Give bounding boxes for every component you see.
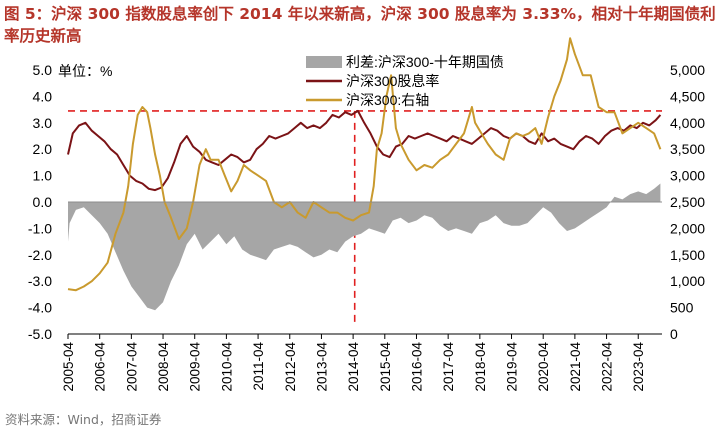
dividend-yield-line — [67, 109, 662, 192]
x-tick-label: 2010-04 — [219, 342, 234, 392]
right-tick-label: 4,500 — [670, 88, 705, 104]
right-tick-label: 2,500 — [670, 194, 705, 210]
x-tick-label: 2009-04 — [188, 342, 203, 392]
right-tick-label: 2,000 — [670, 220, 705, 236]
right-tick-label: 1,500 — [670, 247, 705, 263]
x-tick-label: 2006-04 — [93, 342, 108, 392]
left-tick-label: 2.0 — [33, 141, 53, 157]
left-tick-label: -4.0 — [28, 300, 52, 316]
left-tick-label: 3.0 — [33, 115, 53, 131]
left-tick-label: 5.0 — [33, 62, 53, 78]
reference-lines — [68, 110, 662, 326]
left-tick-label: -5.0 — [28, 326, 52, 342]
right-tick-label: 4,000 — [670, 115, 705, 131]
csi300-index-line — [67, 37, 662, 292]
right-tick-label: 0 — [670, 326, 678, 342]
x-tick-label: 2019-04 — [505, 342, 520, 392]
right-tick-label: 5,000 — [670, 62, 705, 78]
legend-csi300-label: 沪深300:右轴 — [346, 92, 429, 108]
right-tick-label: 3,500 — [670, 141, 705, 157]
left-tick-label: 4.0 — [33, 88, 53, 104]
legend-spread-label: 利差:沪深300-十年期国债 — [346, 54, 504, 70]
x-tick-label: 2017-04 — [441, 342, 456, 392]
x-tick-label: 2012-04 — [283, 342, 298, 392]
spread-area-layer — [68, 183, 661, 311]
right-tick-label: 500 — [670, 300, 694, 316]
x-tick-label: 2023-04 — [631, 342, 646, 392]
legend-dividend-yield-label: 沪深300股息率 — [346, 73, 439, 89]
x-tick-label: 2008-04 — [156, 342, 171, 392]
x-tick-label: 2011-04 — [251, 342, 266, 391]
spread-area-series — [68, 183, 661, 311]
x-tick-label: 2015-04 — [378, 342, 393, 392]
left-unit-label: 单位：% — [58, 63, 112, 79]
line-layer — [67, 37, 662, 292]
figure-title: 图 5：沪深 300 指数股息率创下 2014 年以来新高，沪深 300 股息率… — [4, 5, 716, 45]
source-note: 资料来源：Wind，招商证券 — [5, 412, 162, 427]
x-tick-label: 2014-04 — [346, 342, 361, 392]
x-tick-label: 2021-04 — [568, 342, 583, 392]
legend-spread-swatch — [306, 56, 342, 68]
axis-layer: 5.0 4.0 3.0 2.0 1.0 0.0 -1.0 -2.0 -3.0 -4.0 -5.0 5,… — [28, 62, 705, 392]
x-tick-label: 2005-04 — [61, 342, 76, 392]
x-tick-label: 2007-04 — [124, 342, 139, 392]
left-tick-label: 1.0 — [33, 168, 53, 184]
x-tick-label: 2016-04 — [410, 342, 425, 392]
left-tick-label: -1.0 — [28, 220, 52, 236]
left-tick-label: -3.0 — [28, 273, 52, 289]
left-tick-label: 0.0 — [33, 194, 53, 210]
x-tick-label: 2022-04 — [600, 342, 615, 392]
right-tick-label: 1,000 — [670, 273, 705, 289]
right-tick-label: 3,000 — [670, 168, 705, 184]
x-tick-label: 2018-04 — [473, 342, 488, 392]
x-tick-label: 2013-04 — [314, 342, 329, 392]
x-tick-label: 2020-04 — [536, 342, 551, 392]
left-tick-label: -2.0 — [28, 247, 52, 263]
